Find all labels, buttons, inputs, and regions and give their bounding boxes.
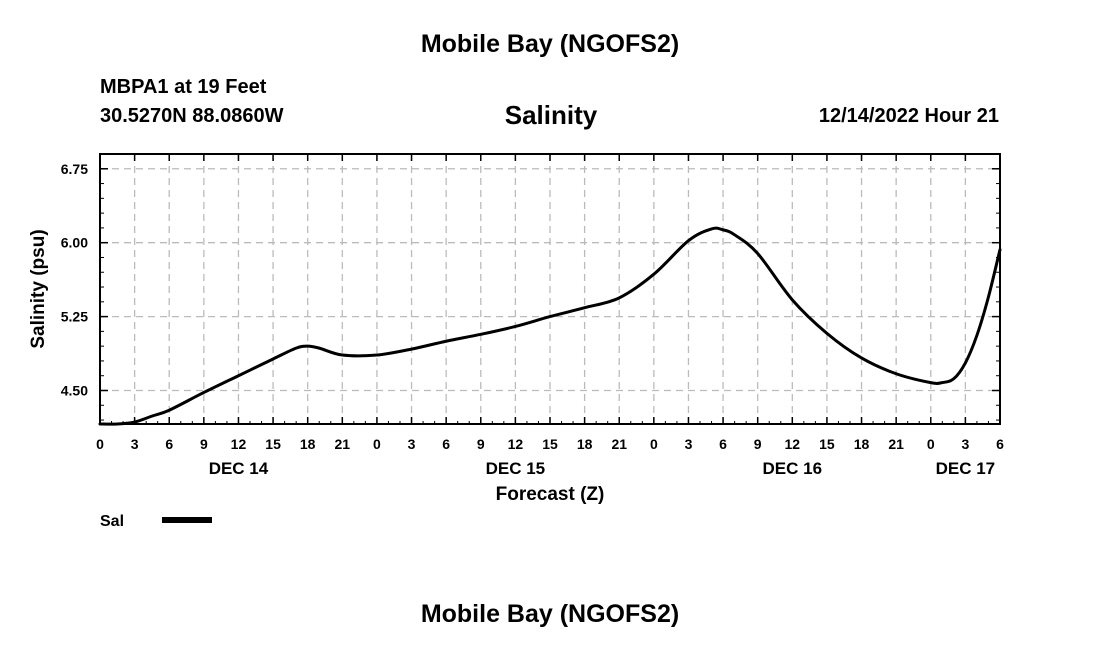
x-tick-label: 21 [335, 436, 351, 452]
x-tick-label: 9 [754, 436, 762, 452]
series-line-sal [98, 226, 1002, 426]
x-tick-label: 18 [854, 436, 870, 452]
x-tick-label: 3 [408, 436, 416, 452]
x-tick-label: 12 [231, 436, 247, 452]
x-tick-label: 6 [442, 436, 450, 452]
legend-label-sal: Sal [100, 513, 124, 530]
x-tick-label: 6 [165, 436, 173, 452]
x-tick-label: 0 [373, 436, 381, 452]
page-title: Mobile Bay (NGOFS2) [420, 30, 680, 58]
y-tick-label: 5.25 [61, 309, 88, 325]
day-label: DEC 17 [936, 459, 996, 478]
chart-grid [100, 154, 1000, 424]
forecast-timestamp: 12/14/2022 Hour 21 [818, 105, 999, 127]
x-tick-label: 15 [819, 436, 835, 452]
station-coordinates: 30.5270N 88.0860W [100, 105, 284, 127]
day-label: DEC 16 [763, 459, 823, 478]
x-tick-label: 18 [300, 436, 316, 452]
chart-title-text: Salinity [504, 100, 598, 130]
y-tick-label: 4.50 [61, 382, 88, 398]
x-tick-label: 3 [685, 436, 693, 452]
plot-frame [99, 153, 1001, 425]
chart-title: Salinity [0, 100, 1100, 131]
x-axis-label: Forecast (Z) [496, 484, 605, 505]
x-tick-label: 18 [577, 436, 593, 452]
x-tick-label: 15 [542, 436, 558, 452]
y-axis-label: Salinity (psu) [28, 229, 49, 348]
x-tick-label: 15 [265, 436, 281, 452]
x-tick-labels: 0 3 6 9 12 15 18 21 0 3 6 9 12 15 18 21 0 3 6 9 12 15 18 21 0 3 6 [96, 436, 1004, 452]
x-tick-label: 0 [650, 436, 658, 452]
y-tick-labels: 4.50 5.25 6.00 6.75 [61, 161, 88, 399]
x-tick-label: 12 [508, 436, 524, 452]
station-label: MBPA1 at 19 Feet [100, 76, 267, 98]
x-tick-label: 21 [611, 436, 627, 452]
x-tick-label: 6 [996, 436, 1004, 452]
y-tick-label: 6.75 [61, 161, 88, 177]
x-tick-label: 21 [888, 436, 904, 452]
x-tick-label: 12 [785, 436, 801, 452]
x-tick-label: 6 [719, 436, 727, 452]
day-labels: DEC 14 DEC 15 DEC 16 DEC 17 [209, 459, 995, 478]
day-label: DEC 15 [486, 459, 546, 478]
x-tick-label: 9 [200, 436, 208, 452]
footer-title: Mobile Bay (NGOFS2) [420, 600, 680, 628]
x-tick-label: 0 [96, 436, 104, 452]
x-tick-label: 3 [961, 436, 969, 452]
x-tick-label: 9 [477, 436, 485, 452]
y-tick-label: 6.00 [61, 235, 88, 251]
x-tick-label: 3 [131, 436, 139, 452]
x-tick-label: 0 [927, 436, 935, 452]
day-label: DEC 14 [209, 459, 269, 478]
